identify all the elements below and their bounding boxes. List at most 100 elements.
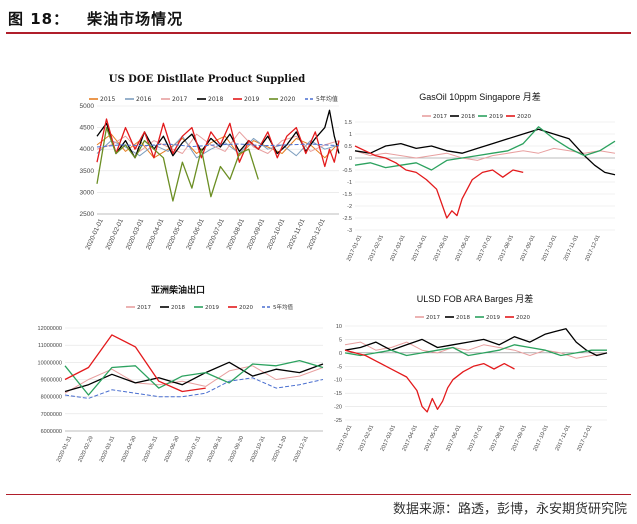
- figure-title-text: 柴油市场情况: [87, 10, 184, 28]
- chart-title: 亚洲柴油出口: [151, 284, 205, 296]
- legend-label: 2018: [171, 305, 185, 311]
- x-tick-label: 2017-07-01: [467, 424, 484, 452]
- series-line-2017-2: [96, 131, 340, 154]
- y-tick-label: 5000: [80, 103, 95, 110]
- x-tick-label: 2020-03-31: [99, 435, 116, 463]
- y-tick-label: -25: [334, 418, 342, 424]
- x-tick-label: 2017-02-01: [368, 234, 385, 262]
- x-tick-label: 2017-04-01: [411, 234, 428, 262]
- source-rule: [6, 494, 631, 495]
- x-tick-label: 2017-01-01: [336, 424, 353, 452]
- x-tick-label: 2017-09-01: [511, 424, 528, 452]
- x-tick-label: 2020-08-01: [226, 218, 247, 251]
- y-tick-label: 0: [349, 156, 352, 162]
- x-tick-label: 2020-10-31: [249, 435, 266, 463]
- legend-label: 2019: [489, 114, 503, 120]
- series-line-2019-4: [96, 118, 340, 168]
- x-tick-label: 2020-12-31: [292, 435, 309, 463]
- legend-label: 5年均值: [316, 95, 338, 103]
- chart-title: ULSD FOB ARA Barges 月差: [417, 293, 534, 305]
- x-tick-label: 2017-06-01: [454, 234, 471, 262]
- x-tick-label: 2017-10-01: [541, 234, 558, 262]
- x-tick-label: 2020-04-01: [145, 218, 166, 251]
- x-tick-label: 2020-09-01: [246, 218, 267, 251]
- x-tick-label: 2020-10-01: [266, 218, 287, 251]
- y-tick-label: 7000000: [41, 412, 62, 418]
- y-tick-label: 11000000: [38, 343, 62, 349]
- series-line-5-4: [64, 377, 324, 399]
- x-tick-label: 2020-05-31: [142, 435, 159, 463]
- chart-title-en: GasOil 10ppm Singapore: [419, 92, 523, 102]
- y-tick-label: 2500: [80, 211, 95, 218]
- y-tick-label: 9000000: [41, 378, 62, 384]
- x-tick-label: 2017-01-01: [346, 234, 363, 262]
- x-tick-label: 2020-07-31: [185, 435, 202, 463]
- chart-title-cn: 月差: [523, 91, 541, 103]
- chart-title: GasOil 10ppm Singapore 月差: [419, 91, 541, 103]
- x-tick-label: 2017-07-01: [476, 234, 493, 262]
- chart-title: US DOE Distllate Product Supplied: [109, 74, 306, 85]
- legend-label: 2019: [205, 305, 219, 311]
- y-tick-label: 12000000: [38, 326, 62, 332]
- chart-ulsd-ara-spread: ULSD FOB ARA Barges 月差 -25 -20 -15 -10 -5 0 5 10…: [334, 293, 608, 452]
- y-tick-label: -2.5: [343, 216, 352, 222]
- legend-label: 2020: [517, 114, 531, 120]
- series-line-2017-0: [64, 365, 324, 394]
- y-tick-label: 0.5: [344, 144, 352, 150]
- x-tick-label: 2017-11-01: [563, 234, 580, 262]
- series-line-2020-5: [96, 126, 259, 202]
- x-tick-label: 2017-09-01: [519, 234, 536, 262]
- legend-label: 2020: [280, 96, 295, 103]
- x-tick-label: 2020-05-01: [165, 218, 186, 251]
- x-tick-label: 2020-01-31: [56, 435, 73, 463]
- legend-label: 2017: [433, 114, 447, 120]
- x-tick-label: 2020-07-01: [205, 218, 226, 251]
- x-tick-label: 2017-08-01: [498, 234, 515, 262]
- series-line-2020-3: [344, 349, 515, 413]
- y-tick-label: 6000000: [41, 429, 62, 435]
- y-tick-label: 3500: [80, 168, 95, 175]
- series-line-2018-1: [344, 328, 608, 357]
- x-tick-label: 2017-10-01: [533, 424, 550, 452]
- x-tick-label: 2020-02-29: [77, 435, 94, 463]
- legend-label: 2020: [239, 305, 253, 311]
- y-tick-label: 10000000: [38, 360, 62, 366]
- x-tick-label: 2017-05-01: [433, 234, 450, 262]
- y-tick-label: 4500: [80, 125, 95, 132]
- figure-title: 图 18： 柴油市场情况: [8, 8, 183, 29]
- x-tick-label: 2020-08-31: [206, 435, 223, 463]
- x-tick-label: 2017-02-01: [358, 424, 375, 452]
- legend-label: 2019: [486, 315, 500, 321]
- y-tick-label: -0.5: [343, 168, 352, 174]
- x-tick-label: 2017-11-01: [555, 424, 572, 452]
- x-tick-label: 2017-03-01: [380, 424, 397, 452]
- x-tick-label: 2020-03-01: [125, 218, 146, 251]
- x-tick-label: 2017-03-01: [389, 234, 406, 262]
- x-tick-label: 2017-12-01: [576, 424, 593, 452]
- series-line-2017-0: [344, 341, 608, 359]
- chart-title-cn: 月差: [515, 293, 533, 305]
- title-rule: [6, 32, 631, 34]
- y-tick-label: 3000: [80, 189, 95, 196]
- chart-asia-diesel-exports: 亚洲柴油出口 6000000 7000000 8000000 9000000 100000…: [38, 284, 324, 463]
- x-tick-label: 2017-04-01: [402, 424, 419, 452]
- chart-us-doe-distillate: US DOE Distllate Product Supplied 2500 300…: [80, 74, 340, 251]
- y-tick-label: 8000000: [41, 395, 62, 401]
- legend-label: 2020: [516, 315, 530, 321]
- x-tick-label: 2017-12-01: [584, 234, 601, 262]
- legend-label: 2015: [100, 96, 115, 103]
- series-line-2015-0: [96, 133, 340, 159]
- x-tick-label: 2020-11-30: [271, 435, 288, 463]
- y-tick-label: -3: [347, 228, 352, 234]
- x-tick-label: 2020-01-01: [84, 218, 105, 251]
- legend-label: 2018: [461, 114, 475, 120]
- x-tick-label: 2017-05-01: [423, 424, 440, 452]
- y-tick-label: 0: [339, 351, 342, 357]
- series-line-5-6: [96, 143, 340, 148]
- legend-label: 2018: [456, 315, 470, 321]
- x-tick-label: 2020-06-01: [185, 218, 206, 251]
- x-tick-label: 2020-04-30: [120, 435, 137, 463]
- legend-label: 2019: [244, 96, 259, 103]
- series-line-2018-1: [64, 361, 324, 393]
- x-tick-label: 2020-06-30: [163, 435, 180, 463]
